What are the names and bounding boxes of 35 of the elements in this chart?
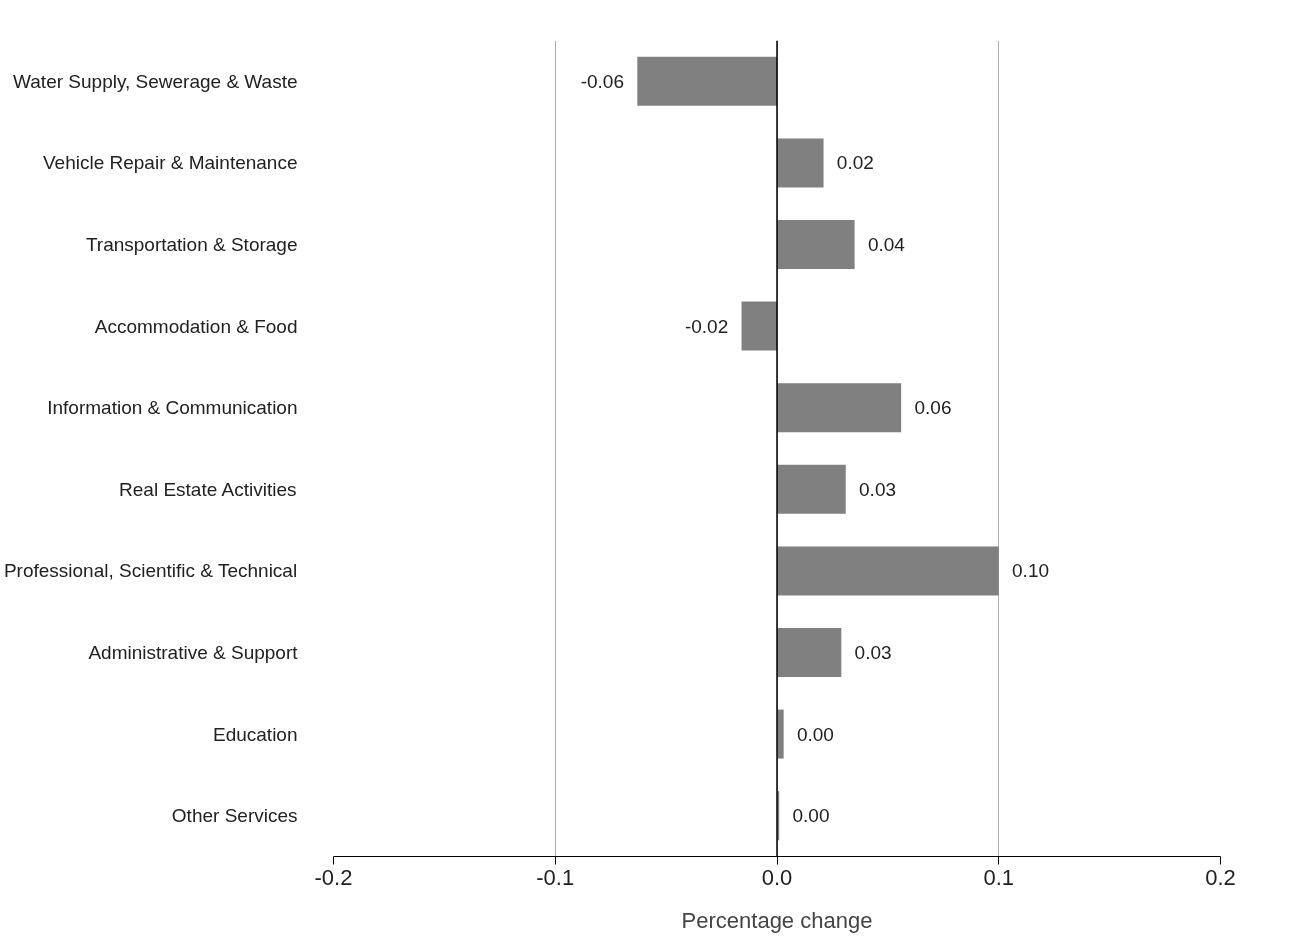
bar [637, 56, 777, 106]
data-label: -0.02 [684, 315, 729, 337]
bar [741, 301, 777, 351]
bar [777, 138, 824, 188]
x-tick-label: 0.0 [761, 864, 793, 890]
x-axis-title: Percentage change [681, 907, 873, 933]
x-tick-label: -0.1 [536, 864, 575, 890]
bar [777, 628, 842, 677]
y-tick-label: Water Supply, Sewerage & Waste [13, 70, 298, 92]
data-label: 0.06 [914, 397, 952, 419]
data-label: 0.10 [1012, 560, 1050, 582]
data-label: 0.03 [854, 642, 892, 663]
data-label: 0.03 [859, 478, 897, 500]
x-tick-label: -0.2 [314, 864, 353, 890]
bar [777, 709, 784, 759]
y-tick-label: Education [212, 723, 298, 745]
y-tick-label: Other Services [171, 805, 298, 827]
bar [777, 546, 999, 596]
data-label: 0.02 [836, 152, 874, 174]
data-label: 0.04 [867, 234, 906, 255]
x-tick-label: 0.1 [983, 864, 1015, 890]
y-tick-label: Professional, Scientific & Technical [3, 560, 298, 582]
bar [777, 464, 846, 514]
x-tick-label: 0.2 [1205, 864, 1236, 890]
data-label: 0.00 [792, 805, 830, 827]
data-label: 0.00 [796, 723, 834, 745]
bar [777, 383, 902, 433]
data-label: -0.06 [580, 70, 624, 92]
bar [777, 220, 855, 269]
y-tick-label: Real Estate Activities [119, 478, 297, 500]
y-tick-label: Information & Communication [47, 397, 298, 419]
y-tick-label: Transportation & Storage [85, 234, 298, 255]
y-tick-label: Accommodation & Food [94, 315, 298, 337]
y-tick-label: Administrative & Support [88, 642, 299, 663]
y-tick-label: Vehicle Repair & Maintenance [42, 152, 298, 174]
